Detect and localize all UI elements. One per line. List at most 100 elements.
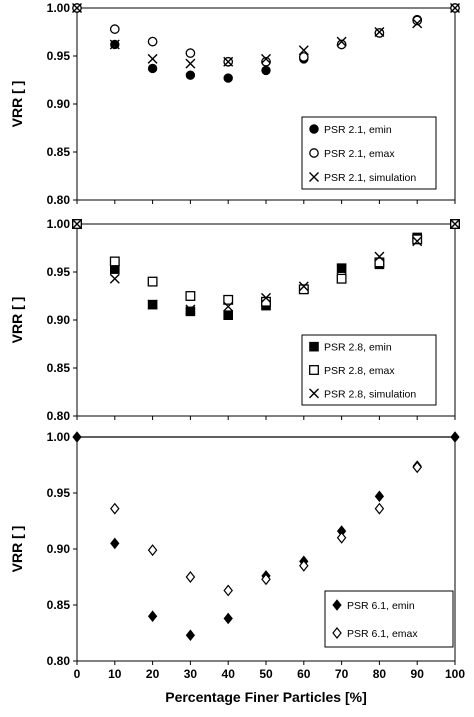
data-point — [72, 219, 82, 229]
y-tick-label: 1.00 — [47, 217, 71, 231]
x-tick-label: 70 — [335, 667, 349, 681]
y-axis-label: VRR [ ] — [9, 297, 25, 344]
series-2 — [72, 219, 460, 307]
data-point — [223, 584, 233, 597]
data-point — [450, 3, 460, 13]
x-axis-label: Percentage Finer Particles [%] — [165, 689, 367, 705]
legend-entry: PSR 6.1, emax — [347, 628, 418, 640]
data-point — [72, 3, 82, 13]
x-tick-label: 10 — [108, 667, 122, 681]
y-tick-label: 0.85 — [47, 145, 71, 159]
chart-panel-2: 0.80 0.85 0.90 0.95 1.00 VRR [ ] PSR 2.8, emin… — [9, 217, 460, 423]
legend-entry: PSR 2.8, emin — [324, 342, 392, 354]
series-3 — [72, 3, 460, 69]
data-point — [185, 70, 196, 80]
y-tick-label: 0.80 — [47, 409, 71, 423]
series-3 — [72, 431, 460, 443]
data-point — [336, 36, 347, 47]
data-point — [298, 284, 309, 295]
data-point — [412, 236, 423, 247]
y-tick-label: 0.85 — [47, 361, 71, 375]
data-point — [110, 537, 120, 550]
data-point — [109, 24, 120, 34]
y-tick-label: 0.90 — [47, 313, 71, 327]
legend-marker — [309, 388, 319, 399]
data-point — [185, 306, 196, 317]
y-tick-label: 0.80 — [47, 654, 71, 668]
legend-marker — [309, 148, 319, 158]
data-point — [147, 299, 158, 310]
data-point — [185, 291, 196, 301]
data-point — [223, 294, 234, 305]
data-point — [185, 58, 196, 69]
legend: PSR 2.1, emin PSR 2.1, emax PSR 2.1, simul… — [301, 116, 437, 190]
data-point — [450, 431, 460, 443]
x-tick-label: 80 — [373, 667, 387, 681]
legend-marker — [332, 599, 342, 611]
data-point — [223, 73, 233, 83]
data-point — [147, 544, 158, 557]
y-tick-label: 0.85 — [47, 598, 71, 612]
legend-entry: PSR 6.1, emin — [347, 600, 415, 612]
data-point — [336, 273, 347, 284]
data-point — [412, 234, 423, 245]
data-point — [374, 27, 385, 37]
data-point — [223, 310, 233, 320]
data-point — [109, 39, 120, 50]
data-point — [374, 490, 385, 503]
data-point — [147, 63, 158, 74]
x-tick-label: 60 — [297, 667, 311, 681]
x-tick-label: 20 — [146, 667, 160, 681]
data-point — [374, 251, 385, 262]
y-tick-label: 0.90 — [47, 97, 71, 111]
data-point — [109, 273, 120, 284]
data-point — [185, 48, 196, 58]
legend-box — [301, 334, 437, 406]
data-point — [336, 264, 347, 275]
y-tick-label: 0.95 — [47, 49, 71, 63]
x-tick-label: 30 — [184, 667, 198, 681]
legend-entry: PSR 2.1, simulation — [324, 172, 416, 184]
data-point — [147, 36, 158, 47]
x-tick-label: 100 — [445, 667, 465, 681]
y-tick-label: 1.00 — [47, 430, 71, 444]
legend-entry: PSR 2.8, simulation — [324, 388, 416, 400]
data-point — [298, 281, 309, 292]
y-tick-label: 0.95 — [47, 486, 71, 500]
chart-panel-3: 0.80 0.85 0.90 0.95 1.00 0 10 20 30 40 50 60 70 80 90 1… — [9, 430, 465, 705]
data-point — [261, 292, 271, 303]
data-point — [374, 502, 385, 515]
data-point — [450, 219, 460, 229]
y-tick-label: 1.00 — [47, 1, 71, 15]
data-point — [261, 56, 271, 67]
data-point — [298, 52, 309, 62]
series-2 — [110, 461, 422, 597]
data-point — [412, 461, 422, 474]
legend-entry: PSR 2.8, emax — [324, 365, 395, 377]
data-point — [336, 39, 347, 50]
series-1 — [72, 3, 460, 83]
x-tick-label: 0 — [74, 667, 81, 681]
x-tick-label: 90 — [411, 667, 425, 681]
data-point — [223, 301, 234, 312]
x-tick-label: 40 — [222, 667, 236, 681]
data-point — [374, 257, 385, 268]
legend-marker — [332, 627, 342, 639]
data-point — [298, 45, 309, 56]
data-point — [110, 502, 120, 515]
y-axis-label: VRR [ ] — [9, 81, 25, 128]
data-point — [109, 256, 120, 267]
data-point — [261, 573, 271, 586]
data-point — [412, 18, 423, 29]
legend: PSR 6.1, emin PSR 6.1, emax — [324, 590, 454, 648]
data-point — [185, 304, 196, 315]
data-point — [223, 612, 233, 625]
legend-box — [324, 590, 454, 648]
y-tick-label: 0.90 — [47, 542, 71, 556]
x-tick-label: 50 — [259, 667, 273, 681]
data-point — [185, 629, 196, 642]
data-point — [336, 531, 347, 544]
data-point — [147, 53, 158, 64]
legend: PSR 2.8, emin PSR 2.8, emax PSR 2.8, simul… — [301, 334, 437, 406]
legend-marker — [309, 341, 319, 352]
